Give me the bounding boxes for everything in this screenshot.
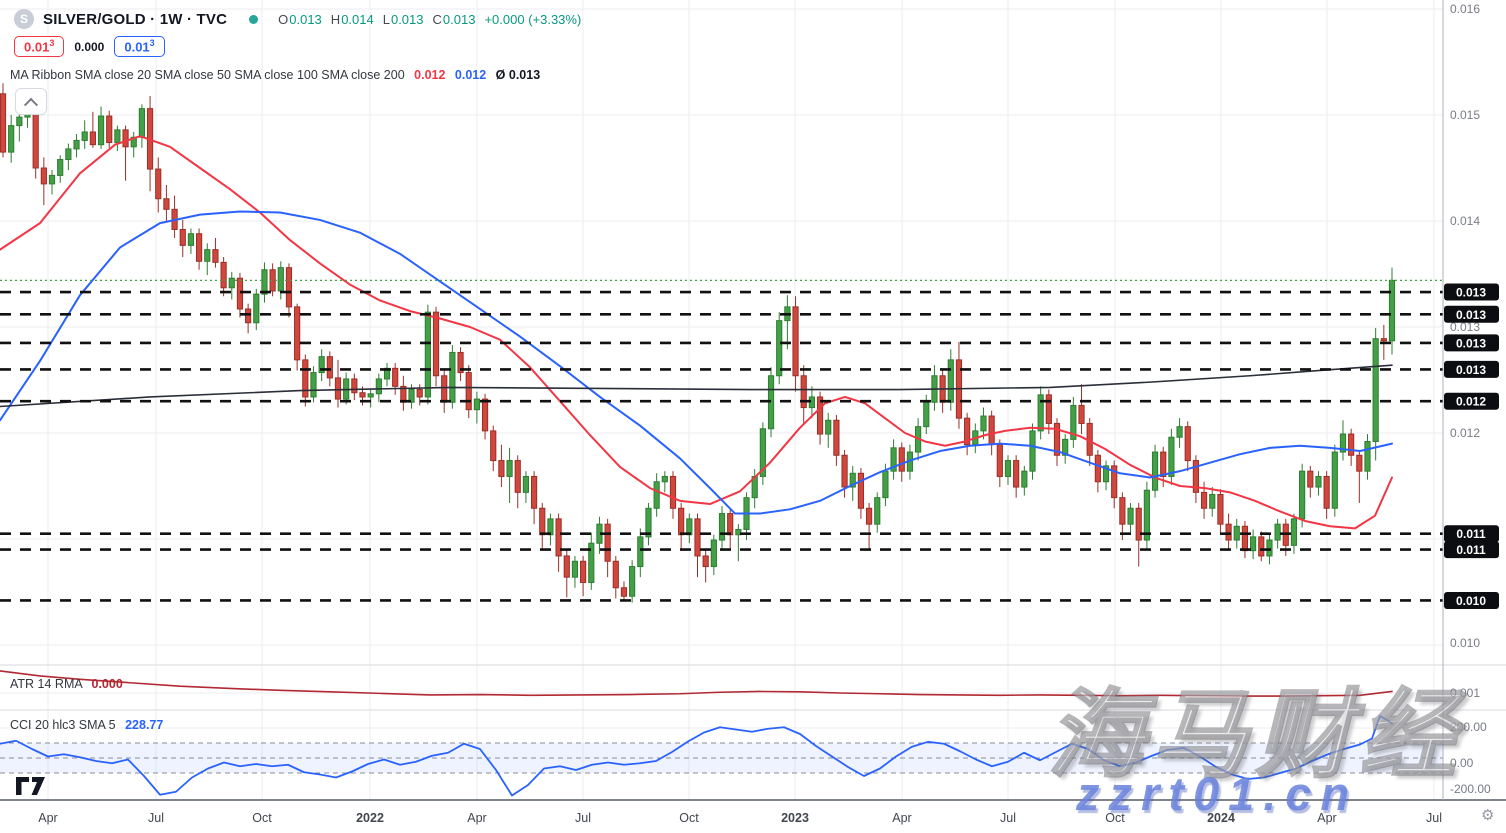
cci-label: CCI 20 hlc3 SMA 5 [10,718,116,732]
ma-ribbon-value-1: 0.012 [414,68,446,82]
price-tick-label: 0.015 [1450,108,1480,122]
level-price-badge-text: 0.013 [1456,308,1486,322]
level-price-badge-text: 0.011 [1456,527,1486,541]
series-line [0,715,1393,797]
level-price-badge [1444,305,1499,323]
time-tick-label: 2023 [781,811,809,825]
level-price-badge-text: 0.010 [1456,594,1486,608]
open-key: O [278,11,289,27]
time-tick-label: Oct [1105,811,1125,825]
time-tick-label: Apr [892,811,911,825]
ma-ribbon-value-2: 0.012 [454,68,487,82]
close-value: 0.013 [442,11,476,27]
ma-ribbon-value-3: Ø 0.013 [495,68,541,82]
price-tick-label: 0.001 [1450,686,1480,700]
open-value: 0.013 [289,11,322,27]
sell-price-sup: 3 [49,38,55,48]
atr-legend[interactable]: ATR 14 RMA 0.000 [10,677,123,691]
symbol-logo-icon: S [14,9,34,29]
level-price-badge-text: 0.011 [1456,543,1486,557]
level-price-badge [1444,525,1499,543]
tradingview-logo-icon[interactable] [15,776,49,801]
buy-price: 0.01 [124,39,150,55]
time-tick-label: Apr [467,811,486,825]
level-price-badge-text: 0.012 [1456,395,1486,409]
cci-value: 228.77 [125,718,164,732]
gear-icon[interactable]: ⚙ [1481,807,1495,824]
level-price-badge-text: 0.013 [1456,363,1486,377]
time-tick-label: Jul [1000,811,1016,825]
price-axis[interactable]: 0.016 0.015 0.014 0.013 0.012 0.010 0.001 200.0… [1444,2,1499,796]
ma-ribbon-label: MA Ribbon SMA close 20 SMA close 50 SMA … [10,68,405,82]
level-price-badge [1444,392,1499,410]
time-tick-label: Jul [575,811,591,825]
high-key: H [330,11,341,27]
price-tick-label: 0.010 [1450,636,1480,650]
spread-value: 0.000 [74,39,105,54]
price-tick-label: 0.013 [1450,320,1480,334]
ma-ribbon-legend[interactable]: MA Ribbon SMA close 20 SMA close 50 SMA … [10,68,540,82]
cci-legend[interactable]: CCI 20 hlc3 SMA 5 228.77 [10,718,163,732]
collapse-legend-button[interactable] [15,88,47,115]
level-price-badge [1444,360,1499,378]
series-line [0,135,1393,530]
quote-buttons: 0.013 0.000 0.013 [14,36,165,58]
symbol-header: S SILVER/GOLD · 1W · TVC O 0.013 H 0.014 L… [14,9,581,29]
market-status-dot-icon [249,14,259,24]
series-line [0,210,1393,515]
watermark-cn-text: 海马财经 [1047,682,1464,789]
price-tick-label: 0.012 [1450,426,1480,440]
level-price-badge-text: 0.013 [1456,336,1486,350]
time-tick-label: Jul [148,811,164,825]
change-value: +0.000 (+3.33%) [484,11,582,27]
chevron-up-icon [23,97,39,112]
low-key: L [382,11,390,27]
series-line [0,364,1393,408]
close-key: C [432,11,442,27]
candles [0,83,1396,603]
time-tick-label: Oct [679,811,699,825]
price-tick-label: 0.00 [1450,756,1474,770]
price-tick-label: 0.014 [1450,214,1480,228]
time-tick-label: 2024 [1207,811,1235,825]
series-line [0,670,1393,697]
watermark-site-url: zzrt01.cn [1076,767,1359,820]
atr-value: 0.000 [91,677,123,691]
sell-button[interactable]: 0.013 [14,36,65,58]
high-value: 0.014 [341,11,374,27]
low-value: 0.013 [390,11,424,27]
buy-price-sup: 3 [149,38,155,48]
price-tick-label: -200.00 [1450,782,1491,796]
time-axis[interactable]: Apr Jul Oct 2022 Apr Jul Oct 2023 Apr Jul Oct 2024 A… [38,811,1442,825]
sell-price: 0.01 [24,39,50,55]
level-price-badge [1444,541,1499,559]
time-tick-label: Apr [38,811,57,825]
atr-label: ATR 14 RMA [10,677,83,691]
time-tick-label: Jul [1426,811,1442,825]
time-tick-label: Apr [1317,811,1336,825]
price-tick-label: 0.016 [1450,2,1480,16]
buy-button[interactable]: 0.013 [114,36,165,58]
symbol-title[interactable]: SILVER/GOLD · 1W · TVC [43,10,228,28]
time-tick-label: Oct [252,811,272,825]
price-tick-label: 200.00 [1450,720,1487,734]
time-tick-label: 2022 [356,811,384,825]
level-price-badge [1444,591,1499,609]
level-price-badge [1444,334,1499,352]
ohlc-values: O 0.013 H 0.014 L 0.013 C 0.013 +0.000 (+3.3… [278,12,581,27]
level-price-badge-text: 0.013 [1456,286,1486,300]
level-price-badge [1444,283,1499,301]
